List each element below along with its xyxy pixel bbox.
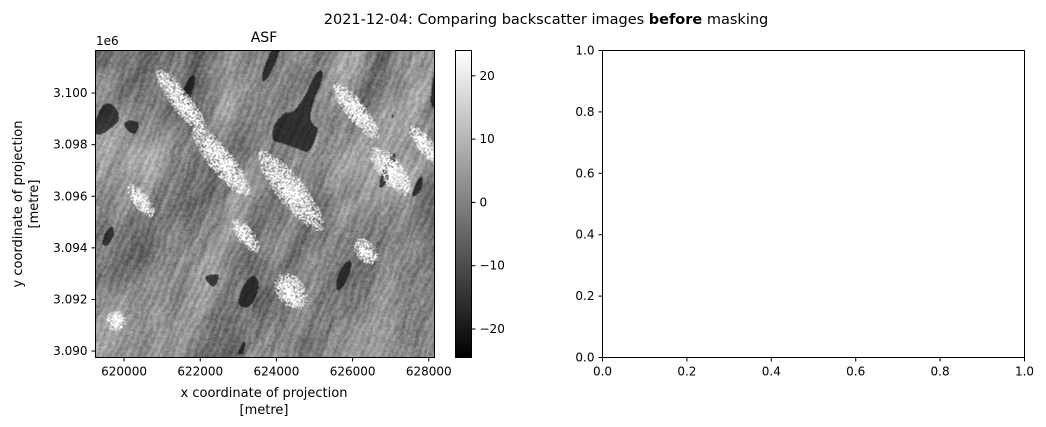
empty-xtick-label: 0.8: [931, 365, 950, 379]
asf-xtick-label: 620000: [101, 365, 147, 379]
empty-ytick-label: 1.0: [575, 44, 594, 58]
colorbar-ticks: −20 −10 0 10 20: [471, 69, 505, 336]
asf-ylabel-line1: y coordinate of projection: [11, 121, 26, 288]
y-offset-label: 1e6: [96, 34, 119, 48]
asf-ytick-label: 3.090: [53, 344, 87, 358]
asf-ytick-label: 3.098: [53, 138, 87, 152]
asf-xtick-label: 628000: [406, 365, 452, 379]
suptitle-prefix: 2021-12-04: Comparing backscatter images: [324, 12, 649, 28]
empty-xtick-label: 0.0: [593, 365, 612, 379]
suptitle-suffix: masking: [702, 12, 768, 28]
asf-ytick-label: 3.100: [53, 86, 87, 100]
empty-xtick-label: 0.2: [677, 365, 696, 379]
asf-y-axis: 3.090 3.092 3.094 3.096 3.098 3.100: [53, 86, 96, 358]
empty-xtick-label: 0.6: [846, 365, 865, 379]
asf-xtick-label: 624000: [254, 365, 300, 379]
asf-ytick-label: 3.092: [53, 292, 87, 306]
empty-axes-panel: 0.0 0.2 0.4 0.6 0.8 1.0 0.0 0.2 0.4 0.6 0.8 1.0: [575, 44, 1034, 379]
colorbar-tick-label: 20: [480, 69, 495, 83]
asf-ytick-label: 3.094: [53, 241, 87, 255]
asf-ytick-label: 3.096: [53, 189, 87, 203]
empty-ytick-label: 0.6: [575, 166, 594, 180]
empty-ytick-label: 0.8: [575, 105, 594, 119]
asf-image-panel: ASF 1e6 620000 622000 624000 626000 628000 3…: [11, 30, 452, 418]
empty-axes-frame: [602, 50, 1025, 358]
asf-xtick-label: 626000: [330, 365, 376, 379]
suptitle-bold: before: [649, 12, 703, 28]
colorbar-tick-label: −10: [480, 259, 505, 273]
empty-ytick-label: 0.0: [575, 351, 594, 365]
empty-x-axis: 0.0 0.2 0.4 0.6 0.8 1.0: [593, 357, 1034, 379]
raster-holder: [95, 50, 435, 358]
asf-xlabel-line2: [metre]: [240, 403, 289, 418]
empty-xtick-label: 0.4: [762, 365, 781, 379]
colorbar-tick-label: 0: [480, 195, 488, 209]
colorbar: −20 −10 0 10 20: [455, 50, 505, 358]
asf-xlabel-line1: x coordinate of projection: [181, 386, 348, 401]
empty-ytick-label: 0.4: [575, 228, 594, 242]
asf-xtick-label: 622000: [177, 365, 223, 379]
colorbar-gradient: [455, 50, 472, 358]
colorbar-tick-label: 10: [480, 132, 495, 146]
asf-image-frame: [95, 50, 435, 358]
asf-ylabel-line2: [metre]: [27, 180, 42, 229]
asf-backscatter-raster: [95, 50, 435, 358]
asf-x-axis: 620000 622000 624000 626000 628000: [101, 357, 452, 379]
empty-xtick-label: 1.0: [1015, 365, 1034, 379]
colorbar-tick-label: −20: [480, 322, 505, 336]
figure-suptitle: 2021-12-04: Comparing backscatter images…: [324, 12, 769, 28]
empty-ytick-label: 0.2: [575, 289, 594, 303]
empty-y-axis: 0.0 0.2 0.4 0.6 0.8 1.0: [575, 44, 603, 365]
asf-panel-title: ASF: [251, 30, 278, 46]
